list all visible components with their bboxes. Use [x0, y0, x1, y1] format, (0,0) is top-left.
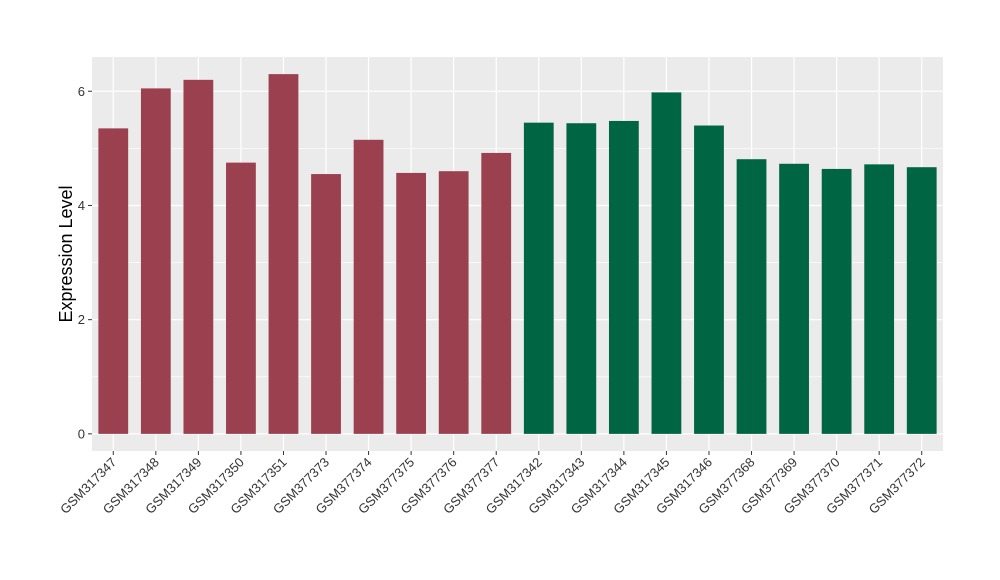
bar-GSM317342	[523, 122, 554, 434]
bar-GSM317351	[268, 74, 299, 434]
bar-GSM377372	[906, 167, 937, 434]
y-tick-label: 4	[78, 198, 85, 213]
y-tick-label: 0	[78, 426, 85, 441]
x-axis: GSM317347GSM317348GSM317349GSM317350GSM3…	[57, 451, 928, 517]
bar-GSM377368	[736, 159, 767, 434]
bar-GSM377370	[821, 168, 852, 434]
bar-GSM377376	[438, 171, 469, 434]
bar-GSM317345	[651, 92, 682, 434]
bar-GSM317346	[694, 125, 724, 434]
y-axis: 0 2 4 6	[78, 84, 92, 441]
bar-GSM317343	[566, 123, 597, 434]
bar-GSM317347	[98, 128, 129, 434]
bar-GSM317350	[226, 162, 256, 434]
bar-GSM377374	[353, 139, 384, 434]
bar-GSM377373	[311, 174, 341, 434]
bars	[98, 74, 937, 434]
bar-GSM377377	[481, 152, 512, 434]
y-tick-label: 6	[78, 84, 85, 99]
bar-GSM377375	[396, 172, 427, 434]
bar-GSM317344	[608, 120, 639, 434]
bar-GSM317349	[183, 79, 214, 434]
bar-GSM377369	[779, 163, 809, 434]
plot-panel	[92, 57, 943, 451]
bar-GSM317348	[140, 88, 171, 434]
y-axis-title: Expression Level	[56, 185, 76, 322]
y-tick-label: 2	[78, 312, 85, 327]
bar-GSM377371	[864, 164, 895, 434]
